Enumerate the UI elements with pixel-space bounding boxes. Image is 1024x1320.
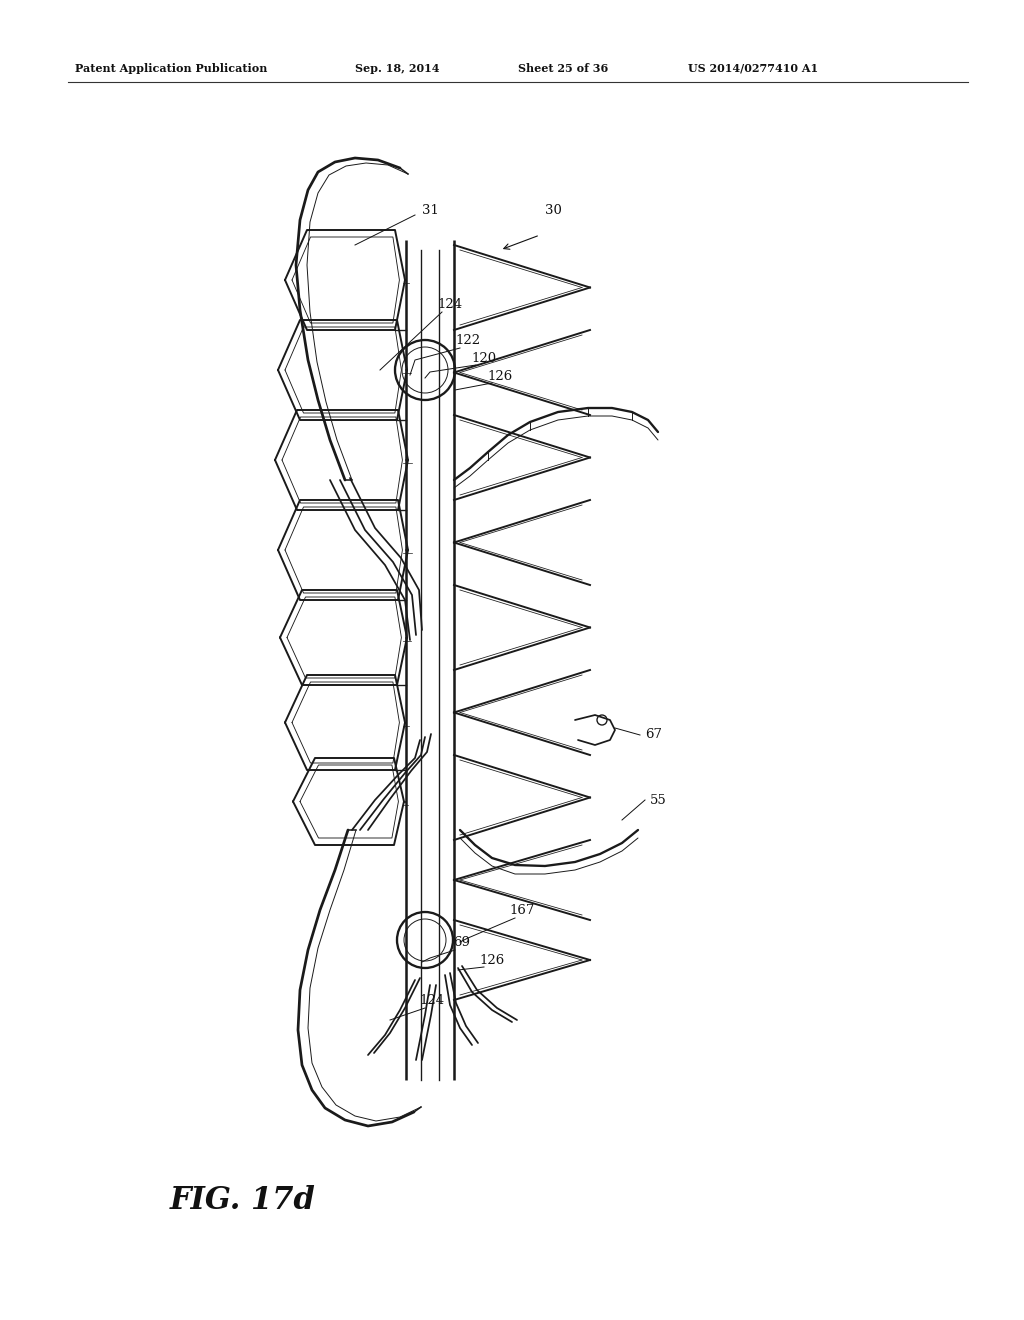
Text: 67: 67 (645, 729, 662, 742)
Text: 124: 124 (437, 298, 463, 312)
Text: 120: 120 (471, 351, 497, 364)
Text: 126: 126 (479, 953, 505, 966)
Text: Sep. 18, 2014: Sep. 18, 2014 (355, 62, 439, 74)
Text: 55: 55 (650, 793, 667, 807)
Text: 122: 122 (456, 334, 480, 346)
Text: US 2014/0277410 A1: US 2014/0277410 A1 (688, 62, 818, 74)
Text: 124: 124 (420, 994, 444, 1006)
Text: 126: 126 (487, 370, 513, 383)
Text: Sheet 25 of 36: Sheet 25 of 36 (518, 62, 608, 74)
Text: 69: 69 (454, 936, 470, 949)
Text: Patent Application Publication: Patent Application Publication (75, 62, 267, 74)
Text: 31: 31 (422, 203, 438, 216)
Text: 30: 30 (545, 203, 562, 216)
Text: 167: 167 (509, 903, 535, 916)
Text: FIG. 17d: FIG. 17d (170, 1185, 315, 1216)
